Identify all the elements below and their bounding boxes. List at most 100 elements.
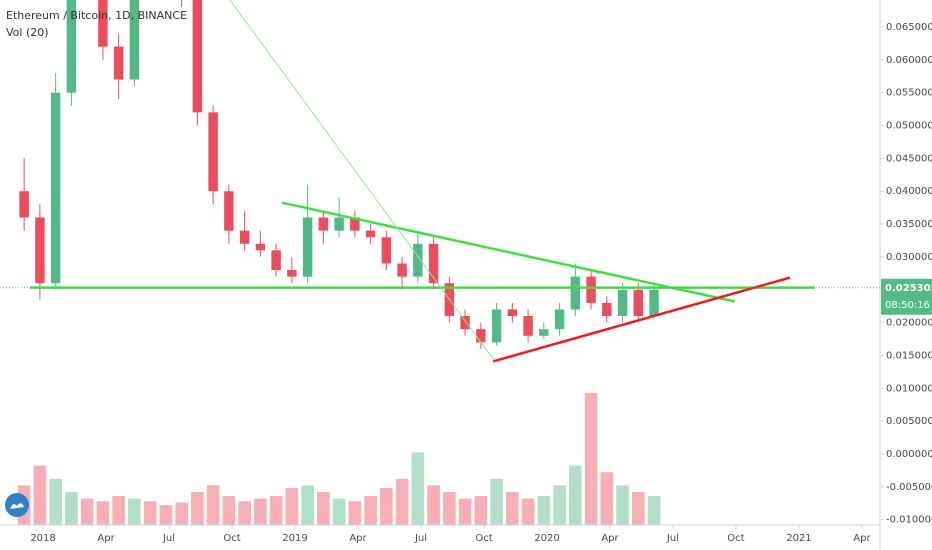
- y-tick-label: -0.005000: [886, 482, 932, 493]
- volume-bar: [380, 488, 393, 525]
- y-tick-label: -0.010000: [886, 515, 932, 526]
- candle-body: [239, 230, 250, 244]
- volume-bar: [411, 452, 425, 525]
- volume-bar: [553, 485, 566, 525]
- y-tick-label: 0.065000: [886, 22, 932, 33]
- x-tick-label: Jul: [666, 533, 679, 544]
- volume-label: Vol (20): [6, 26, 49, 39]
- candle-body: [350, 217, 360, 231]
- volume-bar: [395, 478, 409, 525]
- y-tick-label: 0.045000: [886, 153, 932, 164]
- candle-body: [208, 112, 218, 192]
- trend-line: [229, 0, 496, 362]
- logo: [5, 493, 29, 517]
- volume-bar: [65, 492, 78, 525]
- candle-body: [271, 250, 281, 271]
- volume-bar: [364, 495, 377, 525]
- candle-body: [381, 237, 392, 264]
- candle-body: [334, 217, 344, 231]
- volume-bar: [458, 498, 472, 525]
- volume-bar: [443, 492, 456, 525]
- candle-body: [66, 0, 77, 93]
- x-tick-label: Apr: [601, 533, 619, 544]
- volume-bar: [506, 492, 519, 525]
- y-tick-label: 0.005000: [886, 416, 932, 427]
- volume-bar: [96, 501, 110, 525]
- volume-bar: [616, 485, 629, 525]
- volume-bar: [569, 465, 582, 525]
- volume-bar: [490, 478, 503, 525]
- trend-line: [492, 276, 791, 363]
- volume-bar: [521, 498, 535, 525]
- y-tick-label: 0.055000: [886, 88, 932, 99]
- x-tick-label: Oct: [223, 533, 240, 544]
- candle-body: [617, 289, 628, 317]
- x-tick-label: Jul: [162, 533, 175, 544]
- x-tick-label: Oct: [727, 533, 744, 544]
- candle-body: [365, 230, 376, 238]
- volume-bar: [427, 485, 440, 525]
- volume-bar: [222, 495, 236, 525]
- candle-body: [318, 217, 329, 231]
- y-tick-label: 0.030000: [886, 252, 932, 263]
- candle-body: [491, 309, 502, 343]
- candle-body: [413, 243, 423, 277]
- candle-body: [460, 316, 470, 330]
- y-tick-label: 0.035000: [886, 219, 932, 230]
- x-tick-label: 2021: [786, 533, 811, 544]
- x-tick-label: Apr: [349, 533, 367, 544]
- chart-title: Ethereum / Bitcoin, 1D, BINANCE: [6, 9, 187, 22]
- candle-body: [476, 329, 486, 343]
- y-tick-label: 0.000000: [886, 449, 932, 460]
- plot-area: [17, 0, 815, 525]
- candle-body: [35, 217, 45, 284]
- candle-body: [523, 316, 533, 336]
- volume-bar: [317, 492, 330, 525]
- candle-body: [428, 243, 439, 284]
- x-tick-label: Apr: [853, 533, 871, 544]
- candle-body: [98, 0, 108, 47]
- volume-bar: [128, 498, 141, 525]
- candle-body: [633, 289, 644, 317]
- candle-body: [255, 243, 266, 251]
- volume-bar: [80, 498, 94, 525]
- trend-line: [281, 201, 736, 303]
- volume-bar: [332, 498, 346, 525]
- candle-body: [602, 302, 612, 317]
- volume-bar: [175, 502, 188, 525]
- volume-bar: [301, 485, 314, 525]
- candle-body: [50, 92, 61, 284]
- last-price-label: 0.025305: [885, 283, 932, 294]
- candle-body: [192, 0, 203, 113]
- candle-body: [586, 276, 596, 303]
- x-tick-label: Apr: [97, 533, 115, 544]
- volume-bar: [647, 495, 661, 525]
- candle-body: [649, 289, 659, 317]
- candle-body: [507, 309, 518, 317]
- volume-bar: [632, 492, 645, 525]
- y-tick-label: 0.050000: [886, 121, 932, 132]
- volume-bar: [159, 505, 173, 525]
- volume-bar: [285, 488, 299, 525]
- volume-bar: [238, 501, 251, 525]
- y-tick-label: 0.020000: [886, 318, 932, 329]
- candle-body: [113, 46, 124, 80]
- volume-bar: [33, 465, 47, 525]
- countdown: 08:50:16: [885, 300, 930, 311]
- volume-bar: [348, 501, 362, 525]
- candle-body: [224, 191, 234, 231]
- candle-body: [570, 276, 581, 310]
- volume-bar: [254, 498, 267, 525]
- volume-bar: [49, 478, 62, 525]
- x-tick-label: 2019: [282, 533, 307, 544]
- volume-bar: [474, 495, 488, 525]
- volume-bar: [584, 393, 598, 525]
- x-tick-label: 2018: [30, 533, 55, 544]
- y-tick-label: 0.060000: [886, 55, 932, 66]
- volume-bar: [537, 495, 551, 525]
- y-tick-label: 0.015000: [886, 350, 932, 361]
- candle-body: [287, 270, 297, 277]
- x-tick-label: Jul: [414, 533, 427, 544]
